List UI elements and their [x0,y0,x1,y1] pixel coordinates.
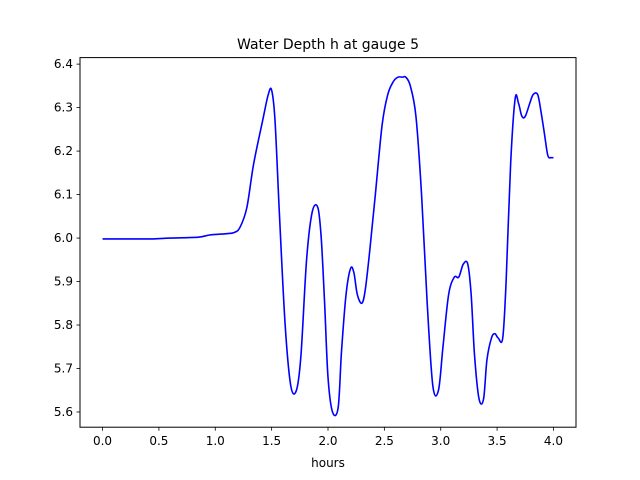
y-tick-label: 5.9 [54,275,73,289]
y-axis-ticks: 5.6 5.7 5.8 5.9 6.0 6.1 6.2 6.3 6.4 [54,57,80,419]
x-tick-label: 1.5 [262,434,281,448]
plot-frame [79,57,577,428]
y-tick-label: 6.2 [54,144,73,158]
x-axis-label: hours [311,456,345,470]
x-tick-label: 0.0 [93,434,112,448]
y-tick-label: 6.1 [54,188,73,202]
y-tick-label: 6.3 [54,101,73,115]
series-layer [102,75,554,417]
water-depth-line [102,75,554,417]
x-tick-label: 3.5 [488,434,507,448]
chart-title: Water Depth h at gauge 5 [237,37,419,53]
y-tick-label: 5.6 [54,405,73,419]
x-tick-label: 0.5 [149,434,168,448]
y-tick-label: 6.4 [54,57,73,71]
x-tick-label: 2.5 [375,434,394,448]
x-axis-ticks: 0.0 0.5 1.0 1.5 2.0 2.5 3.0 3.5 4.0 [93,427,563,448]
x-tick-label: 2.0 [318,434,337,448]
y-tick-label: 5.7 [54,361,73,375]
x-tick-label: 1.0 [206,434,225,448]
y-tick-label: 5.8 [54,318,73,332]
x-tick-label: 4.0 [544,434,563,448]
x-tick-label: 3.0 [431,434,450,448]
y-tick-label: 6.0 [54,231,73,245]
